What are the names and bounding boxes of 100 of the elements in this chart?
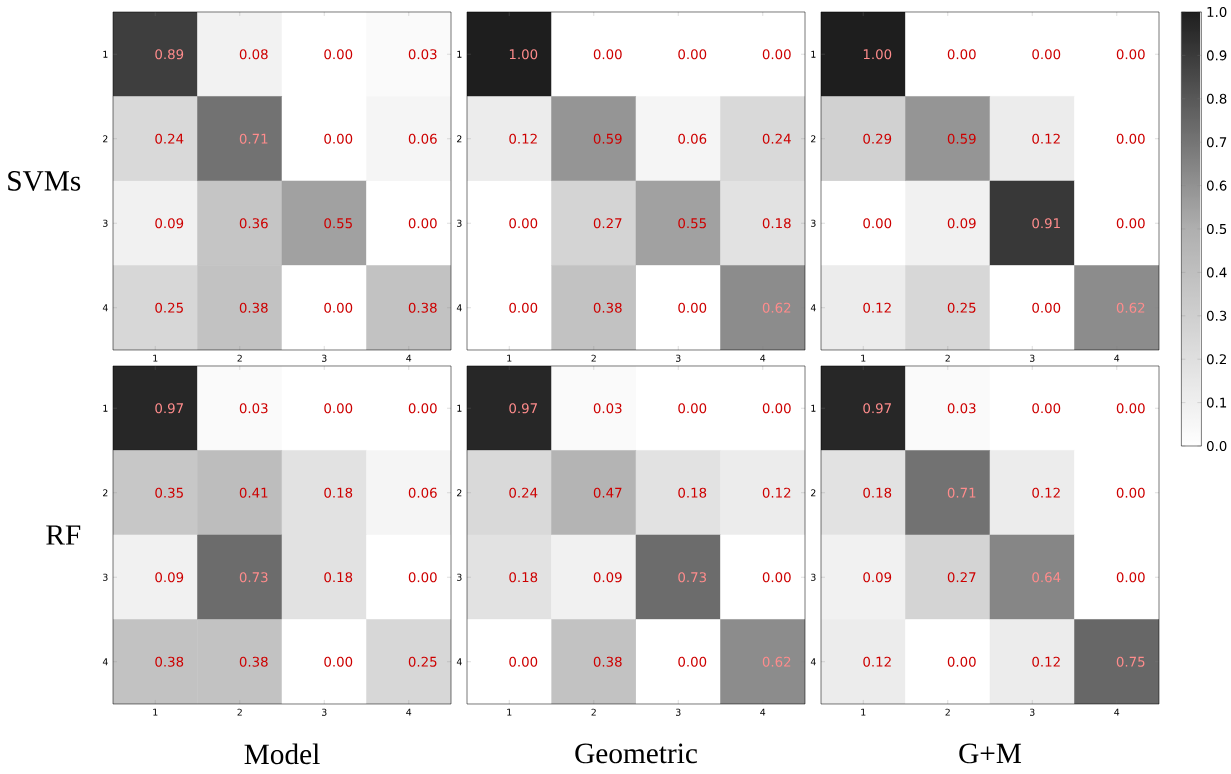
data-label: 0.00 — [324, 49, 353, 60]
y-tick-label: 1 — [811, 50, 816, 58]
data-label: 0.09 — [947, 218, 976, 229]
y-tick-label: 4 — [102, 304, 108, 312]
data-label: 0.55 — [678, 218, 706, 229]
data-label: 0.55 — [324, 218, 352, 229]
y-tick-label: 3 — [103, 219, 108, 227]
color-bar-label: 0.6 — [1206, 180, 1227, 191]
data-label: 0.00 — [324, 656, 353, 667]
data-label: 0.08 — [239, 49, 268, 60]
data-label: 0.12 — [1032, 133, 1060, 144]
data-label: 0.38 — [593, 302, 622, 313]
x-tick-label: 1 — [507, 354, 512, 362]
data-label: 0.89 — [155, 49, 184, 60]
color-bar-label: 0.1 — [1206, 397, 1227, 408]
color-bar-label: 0.0 — [1206, 440, 1227, 452]
y-tick-label: 4 — [456, 658, 462, 666]
data-label: 0.00 — [762, 49, 791, 60]
data-label: 1.00 — [863, 49, 892, 60]
y-tick-label: 2 — [457, 489, 462, 497]
x-tick-label: 1 — [153, 708, 158, 716]
data-label: 0.18 — [678, 487, 707, 498]
data-label: 0.27 — [593, 218, 622, 229]
data-label: 0.06 — [678, 133, 707, 144]
data-label: 0.00 — [1032, 403, 1061, 414]
data-label: 0.06 — [408, 487, 437, 498]
data-label: 0.12 — [1032, 656, 1060, 667]
data-label: 0.00 — [408, 572, 437, 583]
data-label: 0.09 — [155, 218, 184, 229]
data-label: 0.00 — [678, 49, 707, 60]
data-label: 0.03 — [408, 49, 437, 60]
data-label: 0.00 — [1116, 403, 1145, 414]
data-label: 0.24 — [762, 133, 791, 144]
data-label: 0.03 — [593, 403, 622, 414]
data-label: 0.62 — [1116, 302, 1145, 313]
x-tick-label: 2 — [237, 708, 242, 716]
x-tick-label: 2 — [591, 354, 596, 362]
x-tick-label: 2 — [945, 354, 950, 362]
x-tick-label: 4 — [1114, 354, 1120, 362]
y-axis-title: RF — [46, 525, 81, 545]
data-label: 0.29 — [863, 133, 892, 144]
data-label: 0.38 — [239, 656, 268, 667]
data-label: 0.00 — [1116, 133, 1145, 144]
x-tick-label: 4 — [760, 354, 766, 362]
x-tick-label: 3 — [1029, 354, 1035, 362]
y-tick-label: 4 — [102, 658, 108, 666]
data-label: 0.00 — [1032, 302, 1061, 313]
data-label: 0.00 — [324, 302, 353, 313]
data-label: 0.00 — [947, 49, 976, 60]
data-label: 0.24 — [509, 487, 538, 498]
data-label: 0.73 — [678, 572, 707, 583]
data-label: 0.62 — [762, 656, 791, 667]
y-tick-label: 2 — [811, 135, 816, 143]
y-tick-label: 3 — [457, 573, 462, 581]
x-tick-label: 2 — [945, 708, 950, 716]
data-label: 0.25 — [408, 656, 437, 667]
y-tick-label: 4 — [810, 658, 816, 666]
data-label: 0.36 — [239, 218, 268, 229]
data-label: 0.24 — [155, 133, 184, 144]
data-label: 0.71 — [947, 487, 976, 498]
data-label: 0.38 — [408, 302, 437, 313]
data-label: 0.00 — [408, 218, 437, 229]
data-label: 0.00 — [678, 656, 707, 667]
data-label: 0.00 — [678, 302, 707, 313]
x-tick-label: 1 — [861, 354, 866, 362]
data-label: 0.38 — [155, 656, 184, 667]
data-label: 0.64 — [1032, 572, 1061, 583]
data-label: 0.18 — [863, 487, 892, 498]
y-tick-label: 2 — [103, 135, 108, 143]
color-bar-label: 0.2 — [1206, 354, 1226, 365]
data-label: 0.12 — [762, 487, 791, 498]
data-label: 0.71 — [239, 133, 268, 144]
data-label: 0.25 — [155, 302, 183, 313]
data-label: 0.35 — [155, 487, 183, 498]
data-label: 0.62 — [762, 302, 791, 313]
x-tick-label: 3 — [322, 708, 327, 716]
data-label: 0.00 — [408, 403, 437, 414]
y-tick-label: 3 — [103, 573, 108, 581]
color-bar-label: 0.5 — [1206, 223, 1227, 235]
data-label: 0.75 — [1116, 656, 1145, 667]
x-tick-label: 1 — [507, 708, 512, 716]
data-label: 0.73 — [239, 572, 268, 583]
data-label: 0.12 — [509, 133, 537, 144]
data-label: 0.00 — [1116, 572, 1145, 583]
y-tick-label: 3 — [811, 219, 816, 227]
data-label: 0.27 — [947, 572, 976, 583]
data-label: 0.25 — [947, 302, 976, 313]
data-label: 0.00 — [863, 218, 892, 229]
x-tick-label: 4 — [760, 708, 766, 716]
y-tick-label: 1 — [811, 404, 816, 412]
x-axis-title: Geometric — [575, 743, 698, 764]
data-label: 0.00 — [1116, 487, 1145, 498]
data-label: 0.00 — [509, 218, 538, 229]
y-tick-label: 2 — [103, 489, 108, 497]
data-label: 0.00 — [324, 403, 353, 414]
x-tick-label: 3 — [1029, 708, 1035, 716]
data-label: 0.09 — [593, 572, 622, 583]
data-label: 0.00 — [762, 572, 791, 583]
y-tick-label: 3 — [811, 573, 816, 581]
y-tick-label: 1 — [457, 50, 462, 58]
